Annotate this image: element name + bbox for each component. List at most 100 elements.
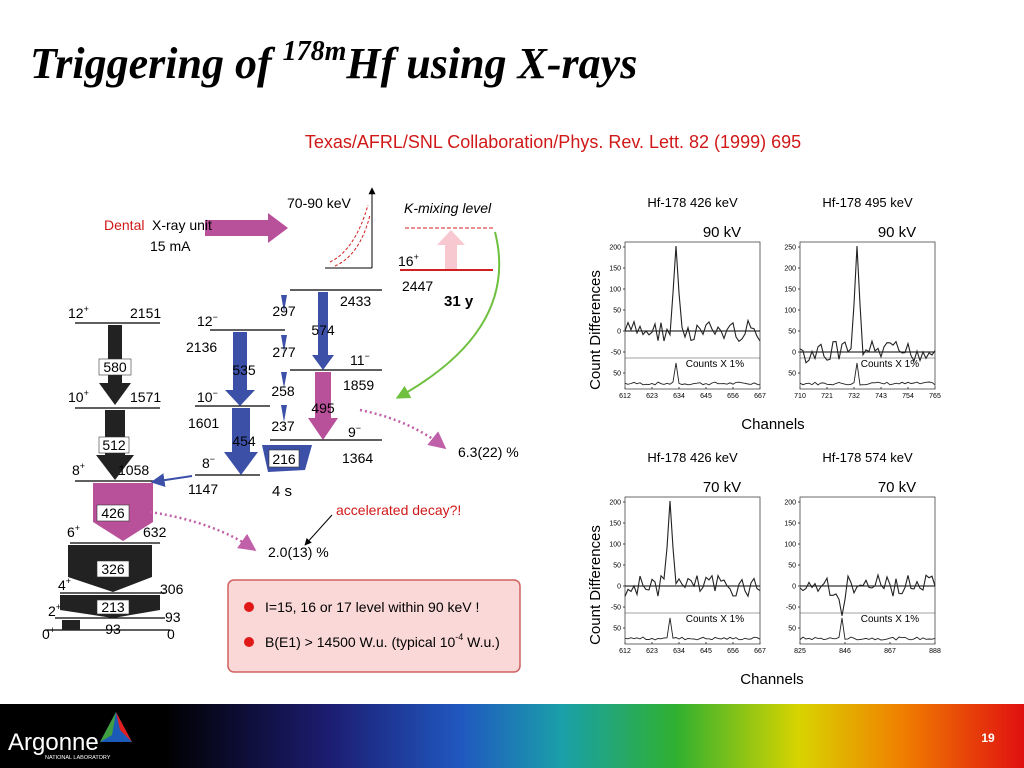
x-tick-label: 656 <box>727 393 739 400</box>
x-tick-label: 667 <box>754 393 766 400</box>
label: 216 <box>272 451 296 467</box>
label: Counts X 1% <box>861 359 919 370</box>
label: K-mixing level <box>404 200 492 216</box>
spin: 16 <box>398 253 414 269</box>
label: 326 <box>101 561 125 577</box>
label: 90 kV <box>703 224 741 241</box>
label: 6.3(22) % <box>458 444 519 460</box>
x-tick-label: 888 <box>929 648 941 655</box>
plot-frame <box>624 496 761 645</box>
plot-frame <box>624 241 761 390</box>
label: Hf-178 495 keV <box>822 195 913 210</box>
x-tick-label: 656 <box>727 648 739 655</box>
label: 31 y <box>444 293 474 310</box>
y-tick-label: 150 <box>609 266 621 273</box>
label: 1859 <box>343 377 374 393</box>
spin-label: 10+ <box>68 388 89 405</box>
y-tick-label: 0 <box>617 584 621 591</box>
label: 2.0(13) % <box>268 544 329 560</box>
label: 70-90 keV <box>287 195 351 211</box>
y-tick-label: 100 <box>784 542 796 549</box>
label: X-ray unit <box>152 217 212 233</box>
parity: − <box>213 312 218 322</box>
parity: − <box>213 388 218 398</box>
label: 15 mA <box>150 238 191 254</box>
x-tick-label: 743 <box>875 393 887 400</box>
y-tick-label: -50 <box>611 350 621 357</box>
spin: 12 <box>197 313 213 329</box>
parity: − <box>365 351 370 361</box>
y-tick-label: 200 <box>784 500 796 507</box>
y-tick-label: 200 <box>609 500 621 507</box>
y-tick-label: 50 <box>613 308 621 315</box>
x-tick-label: 645 <box>700 648 712 655</box>
x-tick-label: 765 <box>929 393 941 400</box>
y-tick-label: 150 <box>609 521 621 528</box>
label: 306 <box>160 581 184 597</box>
label: Hf-178 574 keV <box>822 450 913 465</box>
inset-trace <box>799 617 936 641</box>
label: 535 <box>232 362 256 378</box>
spin-label: 8− <box>202 454 215 471</box>
label: 426 <box>101 505 125 521</box>
label: 512 <box>102 437 126 453</box>
logo-mark <box>100 712 132 742</box>
y-tick-label: 0 <box>617 329 621 336</box>
y-tick-label: 50 <box>613 626 621 633</box>
label: 2433 <box>340 293 371 309</box>
label: 1058 <box>118 462 149 478</box>
parity: + <box>84 388 89 398</box>
spin: 0 <box>42 626 50 642</box>
label: 574 <box>311 322 335 338</box>
y-tick-label: 50 <box>613 371 621 378</box>
parity: + <box>50 625 55 635</box>
parity: + <box>66 576 71 586</box>
note: B(E1) > 14500 W.u. (typical 10-4 W.u.) <box>265 632 500 650</box>
x-tick-label: 634 <box>673 648 685 655</box>
y-tick-label: 100 <box>609 542 621 549</box>
plot-frame <box>799 496 936 645</box>
spin-label: 4+ <box>58 576 71 593</box>
x-tick-label: 846 <box>839 648 851 655</box>
label: Hf-178 426 keV <box>647 195 738 210</box>
label: 258 <box>271 383 295 399</box>
spin-label: 9− <box>348 423 361 440</box>
parity: + <box>56 602 61 612</box>
x-tick-label: 825 <box>794 648 806 655</box>
label: 277 <box>272 344 296 360</box>
level-scheme-shapes <box>45 187 521 673</box>
label: 297 <box>272 303 296 319</box>
inset-trace <box>624 362 761 386</box>
spin-label: 12− <box>197 312 218 329</box>
slide-title: Triggering of 178mHf using X-rays <box>30 36 637 88</box>
y-tick-label: 50 <box>788 626 796 633</box>
parity: + <box>84 304 89 314</box>
spin: 8 <box>72 462 80 478</box>
parity: + <box>80 461 85 471</box>
label: 4 s <box>272 483 292 500</box>
label: Counts X 1% <box>686 359 744 370</box>
label: 1364 <box>342 450 373 466</box>
label: 580 <box>103 359 127 375</box>
y-tick-label: 0 <box>792 350 796 357</box>
y-tick-label: 100 <box>784 308 796 315</box>
spin: 10 <box>197 389 213 405</box>
y-tick-label: 50 <box>788 371 796 378</box>
y-tick-label: -50 <box>611 605 621 612</box>
label: 632 <box>143 524 167 540</box>
x-tick-label: 754 <box>902 393 914 400</box>
reference: Texas/AFRL/SNL Collaboration/Phys. Rev. … <box>305 132 801 152</box>
label: Count Differences <box>587 270 604 390</box>
spin-label: 8+ <box>72 461 85 478</box>
spin: 6 <box>67 524 75 540</box>
footer-bar <box>0 704 1024 768</box>
label: Counts X 1% <box>861 614 919 625</box>
logo-text: Argonne <box>8 729 99 756</box>
spin: 8 <box>202 455 210 471</box>
label: 1147 <box>188 481 218 497</box>
spin-label: 10− <box>197 388 218 405</box>
y-tick-label: 50 <box>613 563 621 570</box>
y-tick-label: 100 <box>609 287 621 294</box>
label: 0 <box>167 626 175 642</box>
label: Counts X 1% <box>686 614 744 625</box>
